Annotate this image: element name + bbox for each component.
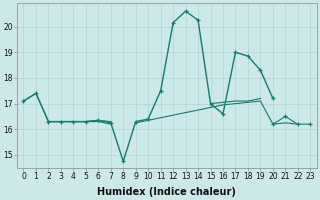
- X-axis label: Humidex (Indice chaleur): Humidex (Indice chaleur): [98, 187, 236, 197]
